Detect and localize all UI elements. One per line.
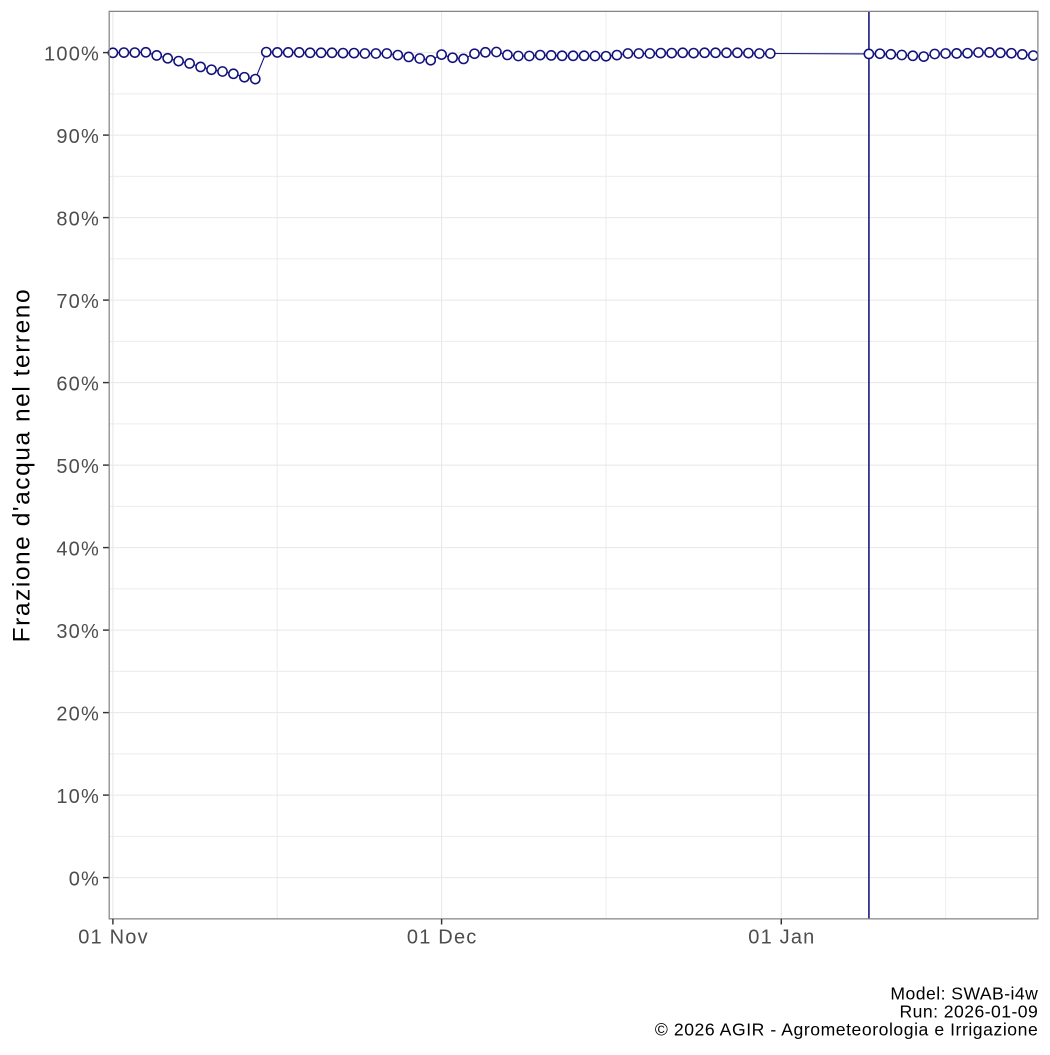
svg-text:20%: 20% xyxy=(56,704,100,726)
svg-text:10%: 10% xyxy=(56,786,100,808)
svg-text:Run: 2026-01-09: Run: 2026-01-09 xyxy=(899,1002,1038,1022)
svg-text:Model: SWAB-i4w: Model: SWAB-i4w xyxy=(890,984,1038,1004)
svg-text:80%: 80% xyxy=(56,209,100,231)
svg-text:60%: 60% xyxy=(56,374,100,396)
svg-text:90%: 90% xyxy=(56,126,100,148)
svg-text:01 Nov: 01 Nov xyxy=(78,926,149,948)
svg-text:100%: 100% xyxy=(44,44,100,66)
svg-text:01 Dec: 01 Dec xyxy=(407,926,478,948)
svg-text:30%: 30% xyxy=(56,621,100,643)
svg-text:50%: 50% xyxy=(56,456,100,478)
svg-text:01 Jan: 01 Jan xyxy=(748,926,815,948)
svg-text:40%: 40% xyxy=(56,539,100,561)
svg-text:© 2026 AGIR - Agrometeorologia: © 2026 AGIR - Agrometeorologia e Irrigaz… xyxy=(655,1020,1038,1040)
svg-text:0%: 0% xyxy=(69,869,100,891)
svg-text:70%: 70% xyxy=(56,291,100,313)
svg-text:Frazione d'acqua nel terreno: Frazione d'acqua nel terreno xyxy=(8,288,35,643)
